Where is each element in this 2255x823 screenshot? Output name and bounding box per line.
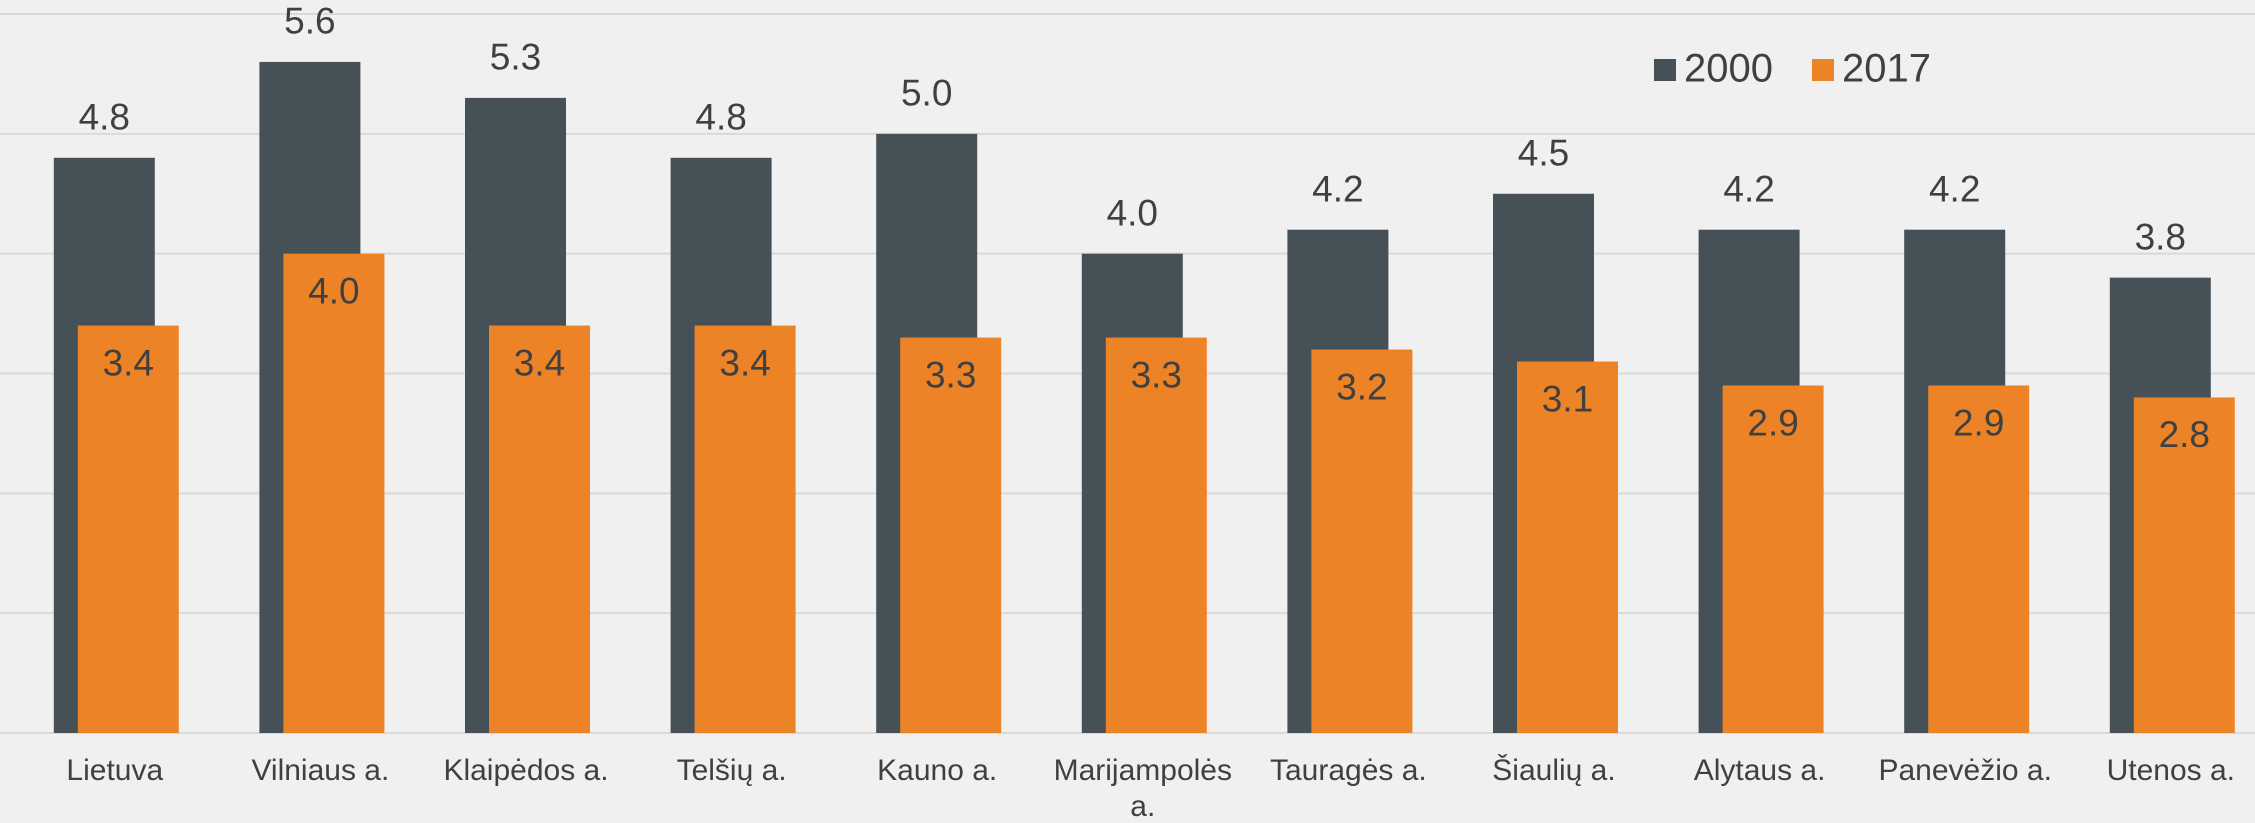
legend-label: 2017 bbox=[1842, 47, 1931, 91]
x-tick-label: Klaipėdos a. bbox=[443, 754, 608, 787]
data-label: 2.8 bbox=[2159, 414, 2210, 455]
x-tick-label: Tauragės a. bbox=[1270, 754, 1427, 787]
x-tick-label: Utenos a. bbox=[2107, 754, 2235, 787]
bar bbox=[1311, 349, 1413, 733]
data-label: 4.8 bbox=[79, 97, 130, 138]
data-label: 5.0 bbox=[901, 73, 952, 114]
data-label: 5.6 bbox=[284, 1, 335, 42]
data-label: 4.0 bbox=[1107, 192, 1158, 233]
bar bbox=[2133, 397, 2235, 733]
data-label: 5.3 bbox=[490, 37, 541, 78]
bar bbox=[1105, 337, 1207, 733]
x-tick-label: Šiaulių a. bbox=[1492, 753, 1615, 787]
data-label: 4.5 bbox=[1518, 133, 1569, 174]
x-tick-label: Kauno a. bbox=[877, 754, 997, 787]
data-label: 3.3 bbox=[925, 354, 976, 395]
data-label: 4.8 bbox=[695, 97, 746, 138]
legend-label: 2000 bbox=[1684, 47, 1773, 91]
data-label: 4.2 bbox=[1312, 168, 1363, 209]
data-label: 3.3 bbox=[1131, 354, 1182, 395]
data-label: 3.1 bbox=[1542, 378, 1593, 419]
bar bbox=[1722, 385, 1824, 733]
data-label: 4.2 bbox=[1723, 168, 1774, 209]
data-label: 3.4 bbox=[719, 342, 770, 383]
legend-swatch bbox=[1654, 59, 1676, 81]
legend-swatch bbox=[1812, 59, 1834, 81]
x-tick-label: Vilniaus a. bbox=[251, 754, 389, 787]
bar bbox=[900, 337, 1002, 733]
data-label: 3.2 bbox=[1336, 366, 1387, 407]
bar bbox=[489, 325, 590, 733]
bar bbox=[77, 325, 179, 733]
bar bbox=[1928, 385, 2030, 733]
data-label: 3.4 bbox=[514, 342, 565, 383]
x-tick-label: Panevėžio a. bbox=[1878, 754, 2051, 787]
bar bbox=[1517, 361, 1618, 733]
x-tick-label: Alytaus a. bbox=[1694, 754, 1826, 787]
bar bbox=[283, 253, 385, 733]
x-tick-label: Lietuva bbox=[66, 754, 163, 787]
data-label: 4.2 bbox=[1929, 168, 1980, 209]
data-label: 3.4 bbox=[103, 342, 154, 383]
x-tick-label: Marijampolės a. bbox=[1054, 754, 1232, 823]
data-label: 2.9 bbox=[1747, 402, 1798, 443]
bar bbox=[694, 325, 796, 733]
x-tick-label: Telšių a. bbox=[677, 754, 787, 787]
data-label: 3.8 bbox=[2135, 216, 2186, 257]
data-label: 2.9 bbox=[1953, 402, 2004, 443]
data-label: 4.0 bbox=[308, 270, 359, 311]
